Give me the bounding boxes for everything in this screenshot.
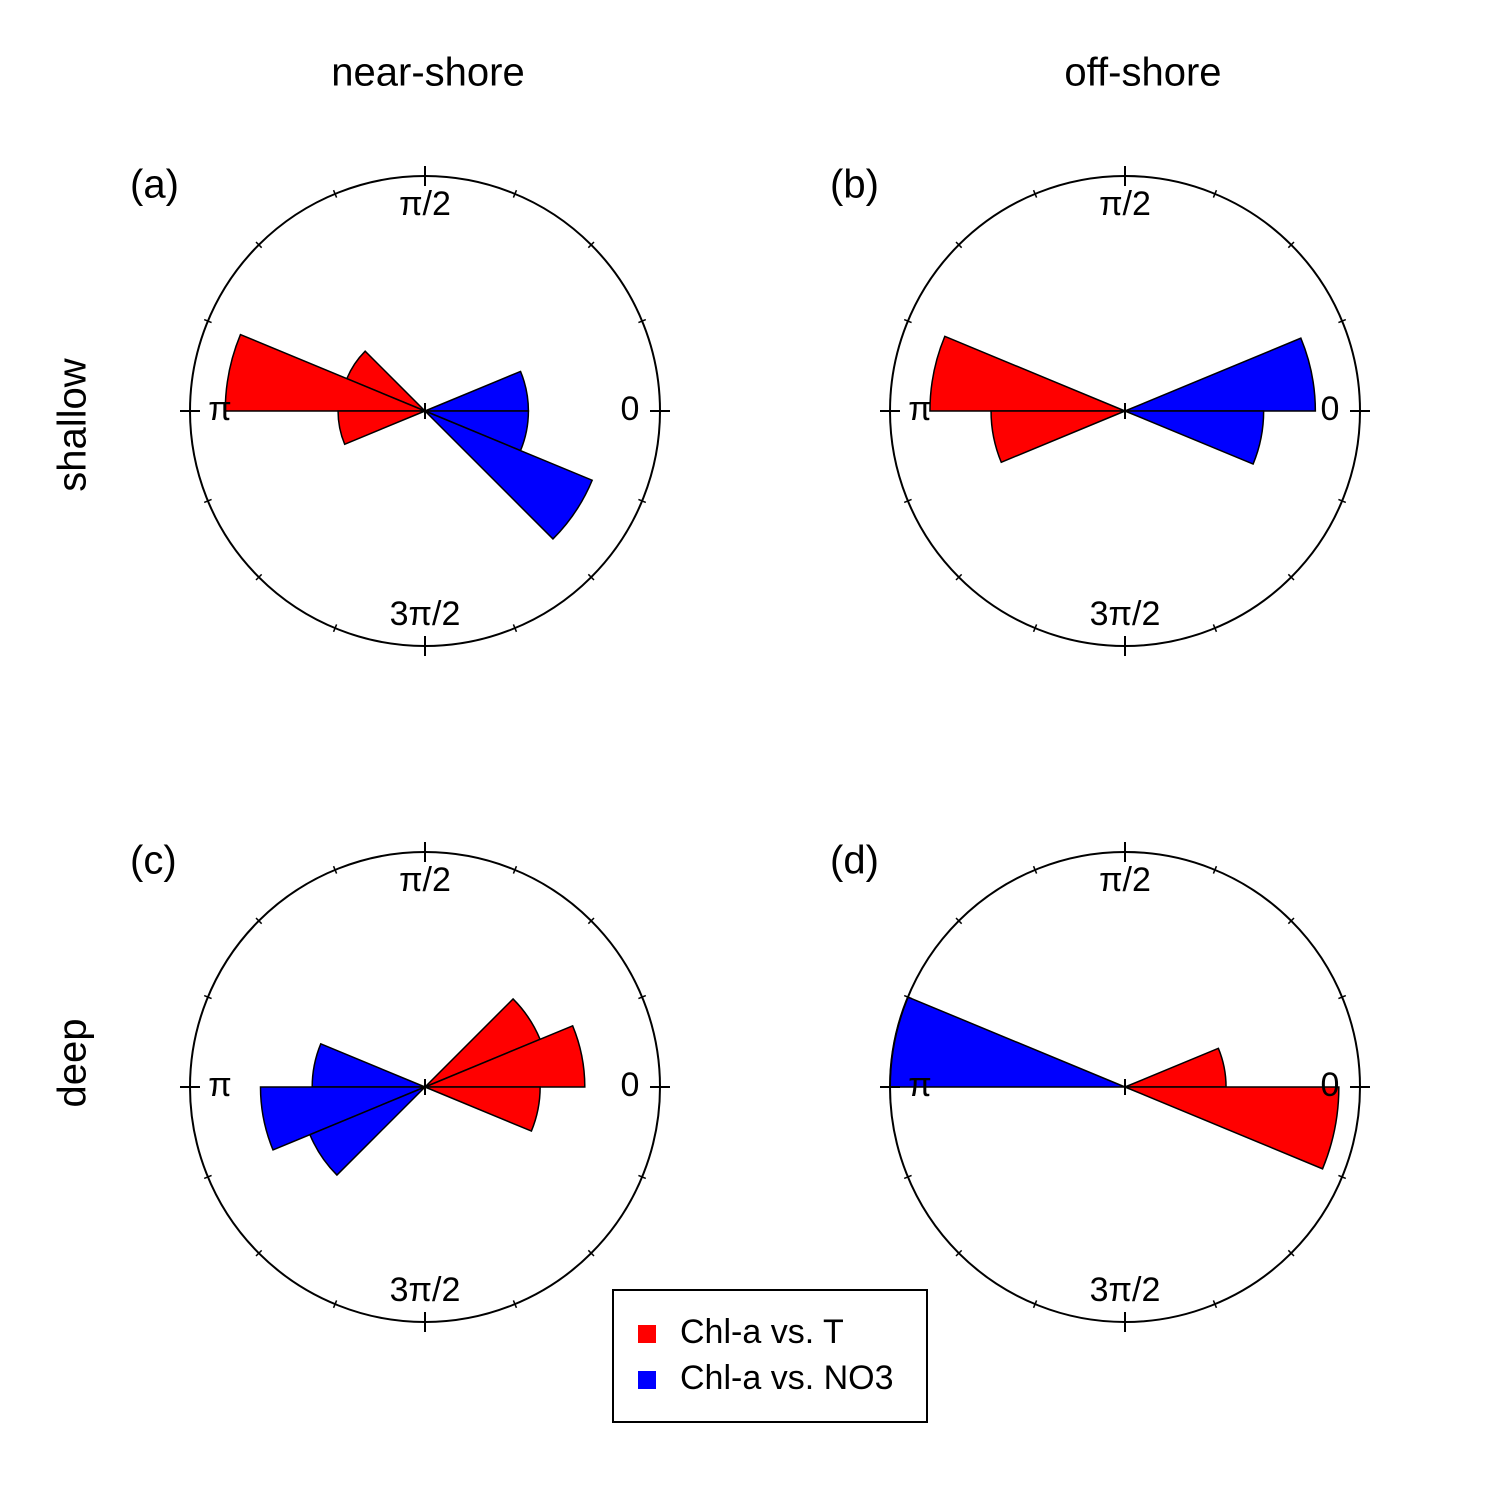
minor-tick [203, 1174, 212, 1180]
minor-tick [1212, 865, 1218, 874]
minor-tick [903, 498, 912, 504]
theta-tick-label: π [908, 1066, 931, 1104]
minor-tick [1212, 624, 1218, 633]
legend-swatch [638, 1371, 656, 1389]
minor-tick [1287, 573, 1295, 581]
theta-tick-label: π/2 [399, 185, 451, 223]
minor-tick [587, 917, 595, 925]
minor-tick [1338, 1174, 1347, 1180]
minor-tick [512, 624, 518, 633]
legend-label: Chl-a vs. NO3 [680, 1359, 894, 1397]
minor-tick [638, 498, 647, 504]
legend-label: Chl-a vs. T [680, 1313, 844, 1351]
minor-tick [903, 994, 912, 1000]
theta-tick-label: π [208, 1066, 231, 1104]
wedge [424, 370, 530, 412]
theta-tick-label: π/2 [1099, 861, 1151, 899]
minor-tick [903, 1174, 912, 1180]
minor-tick [203, 994, 212, 1000]
wedge [259, 1086, 426, 1151]
minor-tick [1287, 241, 1295, 249]
theta-tick-label: 0 [621, 1066, 640, 1104]
column-title: near-shore [331, 51, 524, 95]
minor-tick [638, 318, 647, 324]
theta-tick-label: 3π/2 [1090, 1271, 1161, 1309]
wedge [311, 1042, 426, 1088]
minor-tick [903, 318, 912, 324]
minor-tick [512, 1300, 518, 1309]
minor-tick [955, 917, 963, 925]
minor-tick [1212, 1300, 1218, 1309]
minor-tick [638, 994, 647, 1000]
wedge [990, 410, 1126, 464]
minor-tick [1032, 624, 1038, 633]
minor-tick [255, 241, 263, 249]
wedge [424, 410, 594, 541]
minor-tick [587, 1249, 595, 1257]
theta-tick-label: 3π/2 [1090, 595, 1161, 633]
minor-tick [955, 1249, 963, 1257]
minor-tick [1338, 994, 1347, 1000]
wedge [424, 1024, 586, 1088]
minor-tick [1287, 1249, 1295, 1257]
minor-tick [255, 1249, 263, 1257]
theta-tick-label: 3π/2 [390, 1271, 461, 1309]
wedge [1124, 410, 1265, 466]
theta-tick-label: π [908, 390, 931, 428]
minor-tick [512, 865, 518, 874]
row-title: deep [51, 1019, 95, 1108]
legend-swatch [638, 1325, 656, 1343]
minor-tick [255, 917, 263, 925]
minor-tick [638, 1174, 647, 1180]
theta-tick-label: 3π/2 [390, 595, 461, 633]
theta-tick-label: π [208, 390, 231, 428]
minor-tick [1212, 189, 1218, 198]
panel-label: (a) [130, 163, 179, 207]
minor-tick [955, 573, 963, 581]
minor-tick [203, 318, 212, 324]
wedge [224, 333, 426, 412]
legend-box [612, 1289, 928, 1423]
wedge [424, 1086, 541, 1133]
theta-tick-label: 0 [621, 390, 640, 428]
wedge [929, 335, 1126, 412]
wedge [1124, 1086, 1340, 1170]
panel-label: (d) [830, 839, 879, 883]
wedge [1124, 337, 1317, 412]
minor-tick [587, 573, 595, 581]
minor-tick [1032, 189, 1038, 198]
wedge [1124, 1047, 1227, 1088]
minor-tick [1032, 865, 1038, 874]
minor-tick [587, 241, 595, 249]
minor-tick [332, 1300, 338, 1309]
theta-tick-label: 0 [1321, 1066, 1340, 1104]
minor-tick [1338, 498, 1347, 504]
theta-tick-label: π/2 [1099, 185, 1151, 223]
theta-tick-label: 0 [1321, 390, 1340, 428]
theta-tick-label: π/2 [399, 861, 451, 899]
minor-tick [1032, 1300, 1038, 1309]
minor-tick [1287, 917, 1295, 925]
minor-tick [203, 498, 212, 504]
panel-label: (c) [130, 839, 177, 883]
minor-tick [1338, 318, 1347, 324]
minor-tick [332, 624, 338, 633]
row-title: shallow [51, 358, 95, 492]
minor-tick [512, 189, 518, 198]
minor-tick [255, 573, 263, 581]
panel-label: (b) [830, 163, 879, 207]
minor-tick [332, 189, 338, 198]
column-title: off-shore [1064, 51, 1221, 95]
wedge [337, 410, 426, 446]
minor-tick [332, 865, 338, 874]
minor-tick [955, 241, 963, 249]
wedge [308, 1086, 426, 1177]
